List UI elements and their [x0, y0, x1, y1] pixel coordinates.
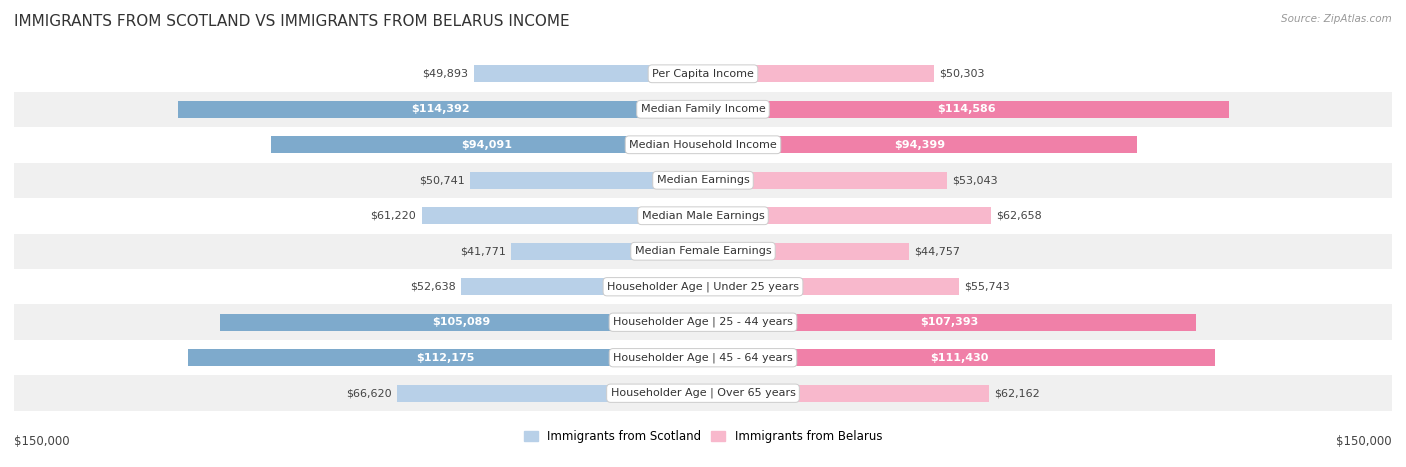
FancyBboxPatch shape — [14, 340, 1392, 375]
Text: IMMIGRANTS FROM SCOTLAND VS IMMIGRANTS FROM BELARUS INCOME: IMMIGRANTS FROM SCOTLAND VS IMMIGRANTS F… — [14, 14, 569, 29]
FancyBboxPatch shape — [14, 304, 1392, 340]
FancyBboxPatch shape — [14, 127, 1392, 163]
FancyBboxPatch shape — [14, 269, 1392, 304]
Text: Householder Age | 45 - 64 years: Householder Age | 45 - 64 years — [613, 353, 793, 363]
Text: Median Female Earnings: Median Female Earnings — [634, 246, 772, 256]
Bar — [703, 385, 988, 402]
FancyBboxPatch shape — [14, 198, 1392, 234]
Text: $66,620: $66,620 — [346, 388, 391, 398]
Text: $53,043: $53,043 — [952, 175, 998, 185]
Text: $50,741: $50,741 — [419, 175, 464, 185]
Bar — [703, 243, 908, 260]
Text: $111,430: $111,430 — [929, 353, 988, 363]
Text: Householder Age | Over 65 years: Householder Age | Over 65 years — [610, 388, 796, 398]
Bar — [512, 243, 703, 260]
FancyBboxPatch shape — [14, 234, 1392, 269]
Bar — [703, 65, 934, 82]
Text: Per Capita Income: Per Capita Income — [652, 69, 754, 79]
FancyBboxPatch shape — [14, 375, 1392, 411]
Text: $150,000: $150,000 — [14, 435, 70, 448]
Text: $61,220: $61,220 — [371, 211, 416, 221]
Text: $105,089: $105,089 — [433, 317, 491, 327]
Bar — [703, 101, 1229, 118]
Text: $94,091: $94,091 — [461, 140, 512, 150]
Text: $94,399: $94,399 — [894, 140, 945, 150]
Bar — [422, 207, 703, 224]
Bar — [188, 349, 703, 366]
Bar — [703, 314, 1197, 331]
Text: $52,638: $52,638 — [411, 282, 456, 292]
Text: Median Male Earnings: Median Male Earnings — [641, 211, 765, 221]
FancyBboxPatch shape — [14, 92, 1392, 127]
Text: $107,393: $107,393 — [921, 317, 979, 327]
Text: Median Family Income: Median Family Income — [641, 104, 765, 114]
Bar — [474, 65, 703, 82]
Bar — [703, 278, 959, 295]
FancyBboxPatch shape — [14, 163, 1392, 198]
Text: Householder Age | Under 25 years: Householder Age | Under 25 years — [607, 282, 799, 292]
Bar — [461, 278, 703, 295]
Bar — [177, 101, 703, 118]
Text: $44,757: $44,757 — [914, 246, 960, 256]
Text: $150,000: $150,000 — [1336, 435, 1392, 448]
Text: $114,586: $114,586 — [936, 104, 995, 114]
Text: Householder Age | 25 - 44 years: Householder Age | 25 - 44 years — [613, 317, 793, 327]
Legend: Immigrants from Scotland, Immigrants from Belarus: Immigrants from Scotland, Immigrants fro… — [519, 425, 887, 448]
Text: $50,303: $50,303 — [939, 69, 986, 79]
Bar — [470, 172, 703, 189]
FancyBboxPatch shape — [14, 56, 1392, 92]
Bar — [703, 349, 1215, 366]
Text: $62,162: $62,162 — [994, 388, 1040, 398]
Bar — [703, 136, 1136, 153]
Bar — [703, 172, 946, 189]
Text: Median Earnings: Median Earnings — [657, 175, 749, 185]
Text: $112,175: $112,175 — [416, 353, 475, 363]
Text: $49,893: $49,893 — [422, 69, 468, 79]
Text: $62,658: $62,658 — [997, 211, 1042, 221]
Text: $114,392: $114,392 — [411, 104, 470, 114]
Text: $55,743: $55,743 — [965, 282, 1011, 292]
Text: Source: ZipAtlas.com: Source: ZipAtlas.com — [1281, 14, 1392, 24]
Bar — [396, 385, 703, 402]
Text: $41,771: $41,771 — [460, 246, 506, 256]
Bar — [271, 136, 703, 153]
Bar — [221, 314, 703, 331]
Text: Median Household Income: Median Household Income — [628, 140, 778, 150]
Bar — [703, 207, 991, 224]
